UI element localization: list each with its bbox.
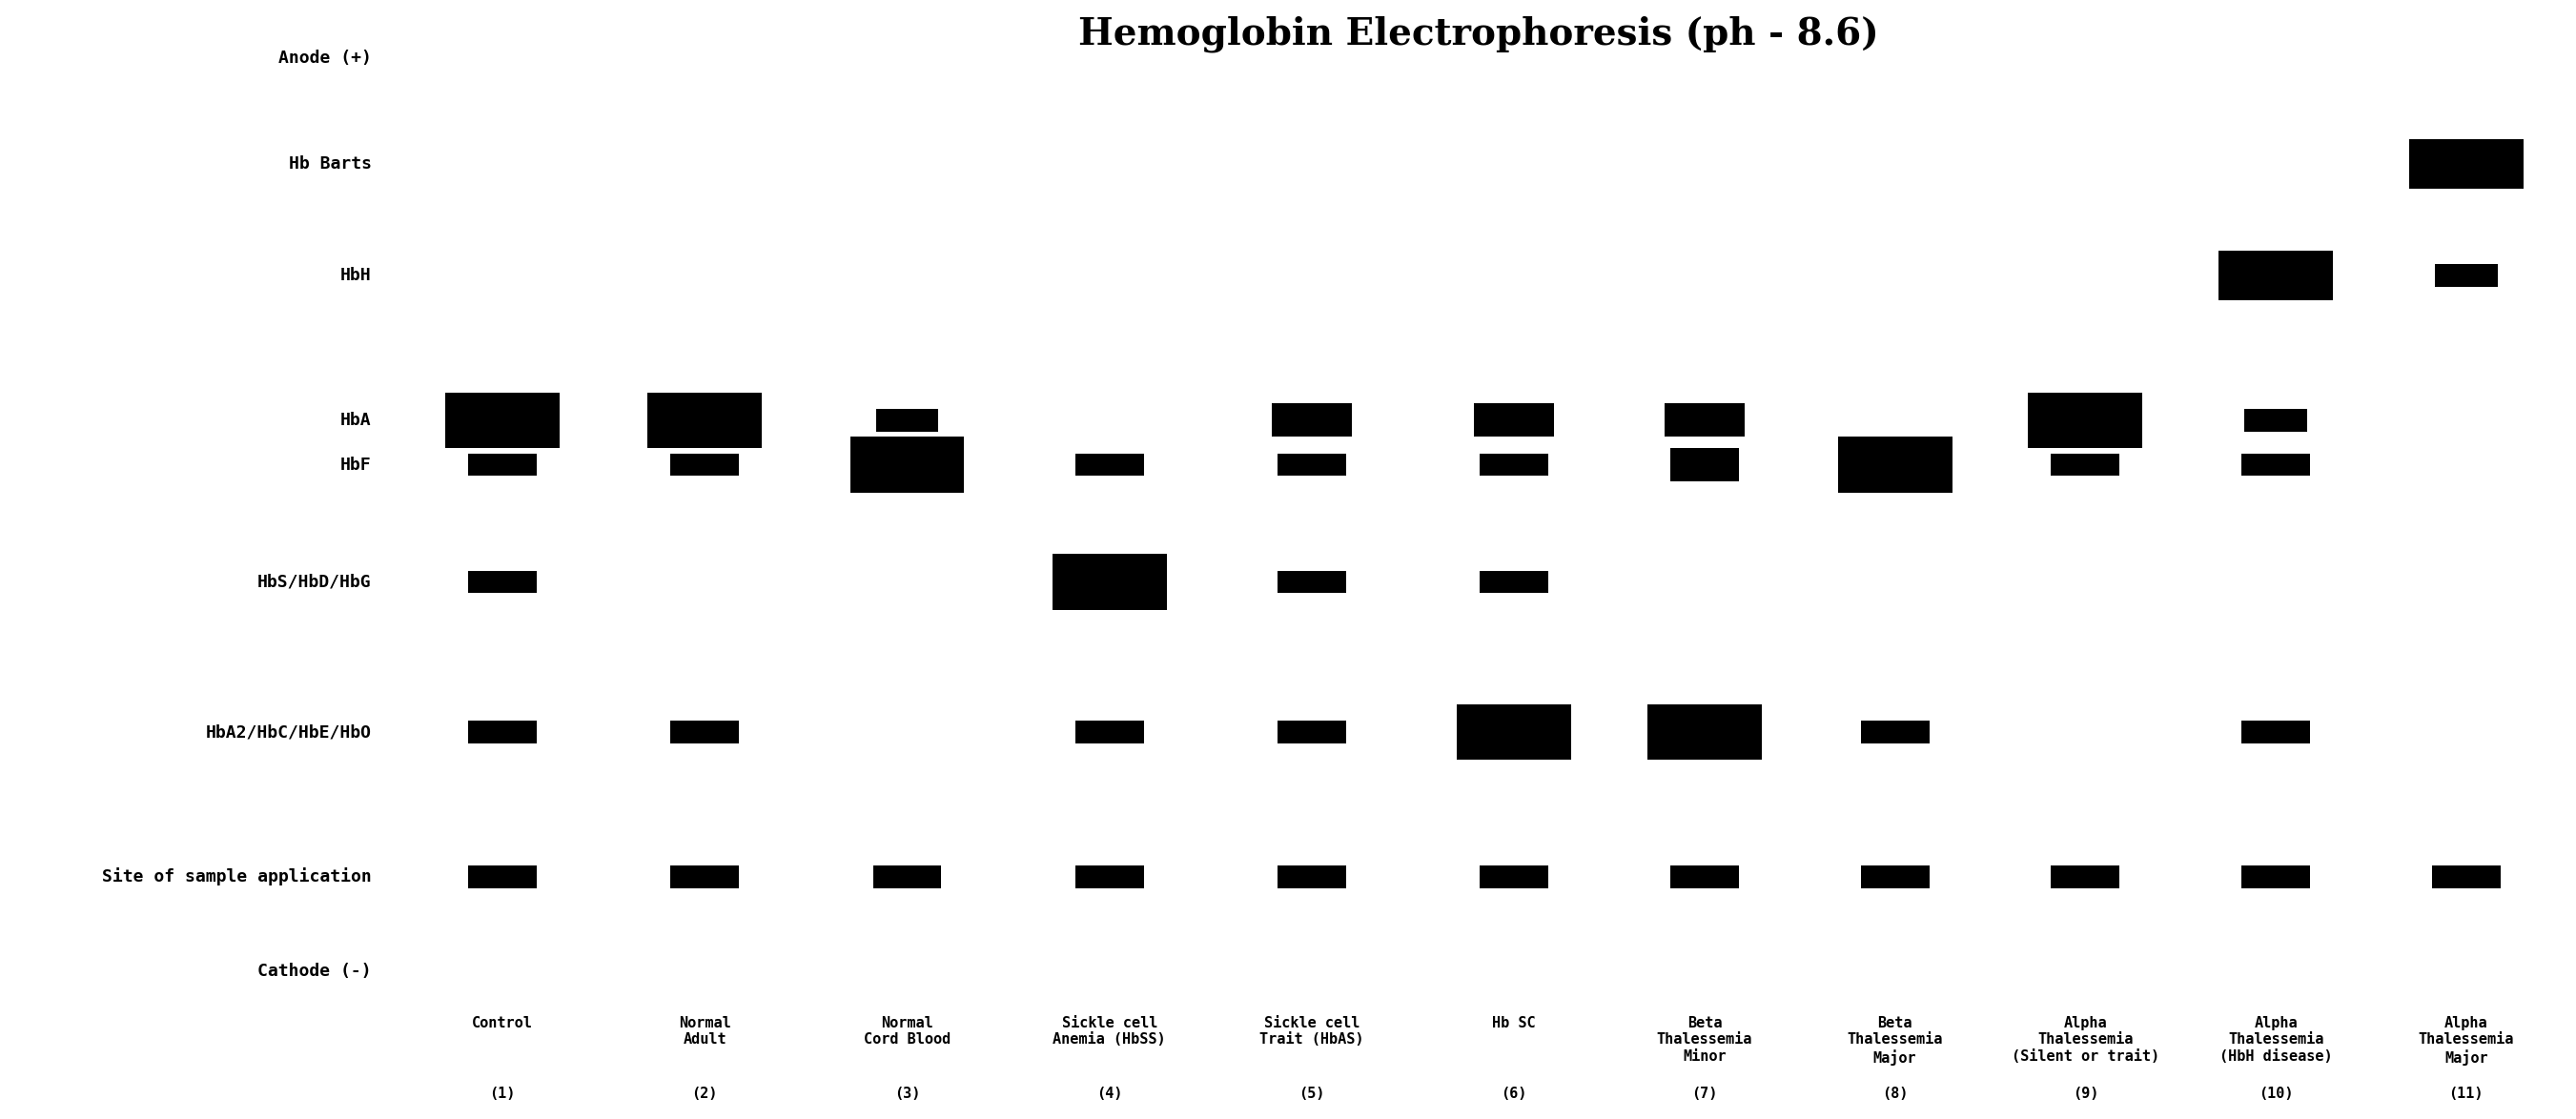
FancyBboxPatch shape bbox=[2434, 264, 2499, 286]
FancyBboxPatch shape bbox=[670, 866, 739, 888]
FancyBboxPatch shape bbox=[2432, 866, 2501, 888]
FancyBboxPatch shape bbox=[1664, 404, 1744, 438]
FancyBboxPatch shape bbox=[876, 410, 938, 432]
FancyBboxPatch shape bbox=[1074, 453, 1144, 476]
Text: HbH: HbH bbox=[340, 267, 371, 284]
FancyBboxPatch shape bbox=[1278, 866, 1347, 888]
Text: (6): (6) bbox=[1502, 1087, 1528, 1101]
FancyBboxPatch shape bbox=[2241, 721, 2311, 743]
FancyBboxPatch shape bbox=[1458, 704, 1571, 760]
FancyBboxPatch shape bbox=[1669, 866, 1739, 888]
FancyBboxPatch shape bbox=[1278, 453, 1347, 476]
Text: Hb SC: Hb SC bbox=[1492, 1016, 1535, 1031]
FancyBboxPatch shape bbox=[2409, 140, 2524, 189]
FancyBboxPatch shape bbox=[1669, 448, 1739, 481]
Text: HbS/HbD/HbG: HbS/HbD/HbG bbox=[258, 573, 371, 591]
Text: HbA2/HbC/HbE/HbO: HbA2/HbC/HbE/HbO bbox=[206, 724, 371, 741]
Text: Beta
Thalessemia
Minor: Beta Thalessemia Minor bbox=[1656, 1016, 1752, 1063]
Text: (8): (8) bbox=[1883, 1087, 1909, 1101]
Text: Anode (+): Anode (+) bbox=[278, 49, 371, 67]
Text: Sickle cell
Anemia (HbSS): Sickle cell Anemia (HbSS) bbox=[1054, 1016, 1167, 1047]
Text: Normal
Adult: Normal Adult bbox=[677, 1016, 732, 1047]
Text: Hemoglobin Electrophoresis (ph - 8.6): Hemoglobin Electrophoresis (ph - 8.6) bbox=[1079, 16, 1878, 53]
FancyBboxPatch shape bbox=[1649, 704, 1762, 760]
FancyBboxPatch shape bbox=[2027, 393, 2143, 448]
Text: (1): (1) bbox=[489, 1087, 515, 1101]
Text: (7): (7) bbox=[1692, 1087, 1718, 1101]
Text: Sickle cell
Trait (HbAS): Sickle cell Trait (HbAS) bbox=[1260, 1016, 1365, 1047]
FancyBboxPatch shape bbox=[469, 453, 536, 476]
Text: (3): (3) bbox=[894, 1087, 920, 1101]
FancyBboxPatch shape bbox=[670, 721, 739, 743]
FancyBboxPatch shape bbox=[469, 721, 536, 743]
Text: Cathode (-): Cathode (-) bbox=[258, 963, 371, 980]
FancyBboxPatch shape bbox=[1479, 866, 1548, 888]
FancyBboxPatch shape bbox=[1479, 453, 1548, 476]
Text: Alpha
Thalessemia
(Silent or trait): Alpha Thalessemia (Silent or trait) bbox=[2012, 1016, 2159, 1063]
Text: Alpha
Thalessemia
(HbH disease): Alpha Thalessemia (HbH disease) bbox=[2221, 1016, 2331, 1063]
Text: (5): (5) bbox=[1298, 1087, 1324, 1101]
FancyBboxPatch shape bbox=[850, 438, 963, 492]
Text: HbF: HbF bbox=[340, 457, 371, 473]
FancyBboxPatch shape bbox=[1054, 554, 1167, 610]
FancyBboxPatch shape bbox=[446, 393, 559, 448]
Text: (10): (10) bbox=[2259, 1087, 2293, 1101]
FancyBboxPatch shape bbox=[2050, 866, 2120, 888]
FancyBboxPatch shape bbox=[469, 866, 536, 888]
FancyBboxPatch shape bbox=[873, 866, 940, 888]
FancyBboxPatch shape bbox=[647, 393, 762, 448]
FancyBboxPatch shape bbox=[1479, 571, 1548, 593]
FancyBboxPatch shape bbox=[1837, 438, 1953, 492]
Text: Beta
Thalessemia
Major: Beta Thalessemia Major bbox=[1847, 1016, 1942, 1065]
Text: Hb Barts: Hb Barts bbox=[289, 156, 371, 172]
Text: (9): (9) bbox=[2071, 1087, 2099, 1101]
FancyBboxPatch shape bbox=[1074, 866, 1144, 888]
Text: (4): (4) bbox=[1097, 1087, 1123, 1101]
FancyBboxPatch shape bbox=[670, 453, 739, 476]
FancyBboxPatch shape bbox=[2050, 453, 2120, 476]
Text: (2): (2) bbox=[693, 1087, 719, 1101]
Text: (11): (11) bbox=[2450, 1087, 2483, 1101]
FancyBboxPatch shape bbox=[469, 571, 536, 593]
FancyBboxPatch shape bbox=[1074, 721, 1144, 743]
Text: Control: Control bbox=[471, 1016, 533, 1031]
FancyBboxPatch shape bbox=[2218, 251, 2334, 300]
Text: Site of sample application: Site of sample application bbox=[103, 868, 371, 886]
FancyBboxPatch shape bbox=[1860, 721, 1929, 743]
FancyBboxPatch shape bbox=[1473, 404, 1553, 438]
FancyBboxPatch shape bbox=[2241, 866, 2311, 888]
FancyBboxPatch shape bbox=[1860, 866, 1929, 888]
FancyBboxPatch shape bbox=[1273, 404, 1352, 438]
FancyBboxPatch shape bbox=[2244, 410, 2308, 432]
FancyBboxPatch shape bbox=[1278, 571, 1347, 593]
Text: Alpha
Thalessemia
Major: Alpha Thalessemia Major bbox=[2419, 1016, 2514, 1065]
FancyBboxPatch shape bbox=[2241, 453, 2311, 476]
Text: Normal
Cord Blood: Normal Cord Blood bbox=[863, 1016, 951, 1047]
FancyBboxPatch shape bbox=[1278, 721, 1347, 743]
Text: HbA: HbA bbox=[340, 412, 371, 429]
